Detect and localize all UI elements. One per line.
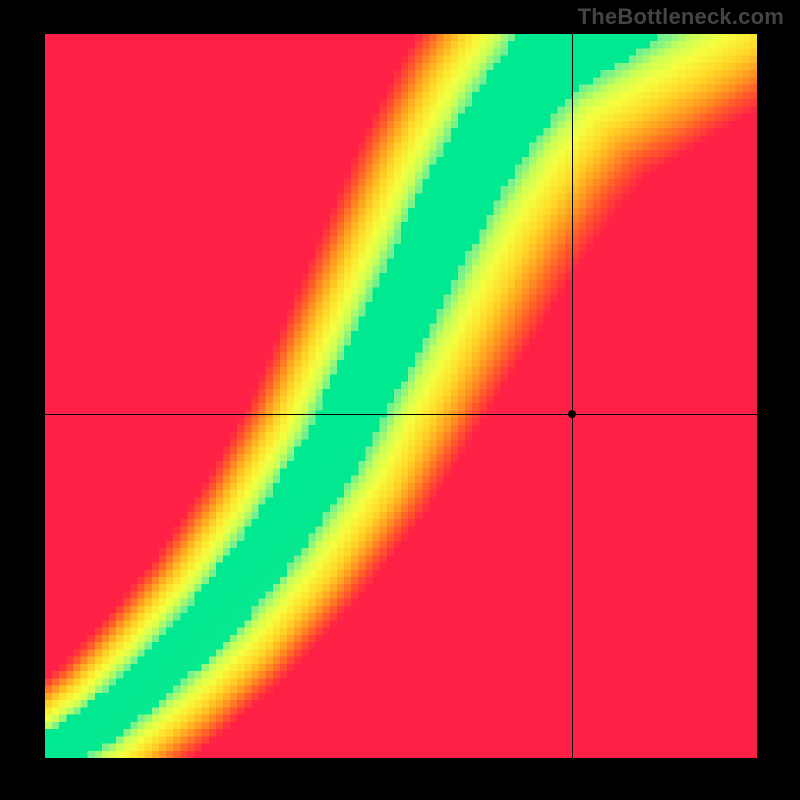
watermark-text: TheBottleneck.com [578, 4, 784, 30]
heatmap-canvas [45, 34, 757, 758]
crosshair-horizontal [45, 414, 757, 415]
heatmap-plot [45, 34, 757, 758]
crosshair-vertical [572, 34, 573, 758]
bottleneck-marker-dot [568, 410, 576, 418]
